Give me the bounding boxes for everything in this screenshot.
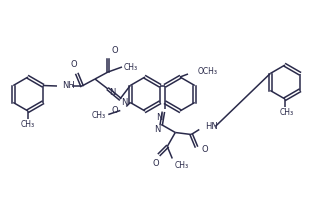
Text: N: N [121,98,128,107]
Text: HN: HN [205,122,218,131]
Text: N: N [154,125,160,134]
Text: CH₃: CH₃ [124,62,138,71]
Text: CH₃: CH₃ [174,161,188,170]
Text: O: O [112,106,118,115]
Text: CH₃: CH₃ [91,111,105,120]
Text: OCH₃: OCH₃ [198,66,218,75]
Text: N: N [156,112,162,122]
Text: O: O [201,145,208,154]
Text: NH: NH [62,82,75,91]
Text: O: O [71,60,77,69]
Text: CH₃: CH₃ [21,120,35,129]
Text: O: O [153,160,160,169]
Text: N: N [109,88,115,97]
Text: CH₃: CH₃ [280,108,294,117]
Text: O: O [112,46,118,55]
